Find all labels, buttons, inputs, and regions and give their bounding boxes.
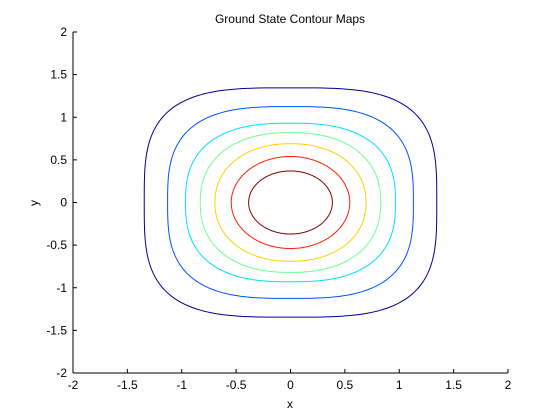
y-tick-label: -1 <box>56 281 67 295</box>
contour-line-4 <box>199 132 382 273</box>
contour-line-6 <box>230 155 351 250</box>
contour-line-7 <box>248 170 333 235</box>
y-tick-label: -0.5 <box>46 238 67 252</box>
x-tick-label: 0 <box>287 378 294 392</box>
y-tick-label: 0.5 <box>50 153 67 167</box>
contour-line-2 <box>167 106 414 299</box>
y-tick-label: -1.5 <box>46 323 67 337</box>
contour-line-1 <box>143 87 438 318</box>
y-tick-label: 0 <box>60 196 67 210</box>
x-tick-label: 1 <box>396 378 403 392</box>
contour-lines <box>143 87 438 318</box>
x-axis-label: x <box>287 397 293 411</box>
x-tick-label: 2 <box>505 378 512 392</box>
x-tick-label: 0.5 <box>337 378 354 392</box>
plot-background <box>73 32 508 373</box>
y-ticks: 2 1.5 1 0.5 0 -0.5 -1 -1.5 -2 <box>46 25 77 380</box>
y-tick-label: -2 <box>56 366 67 380</box>
x-tick-label: -1.5 <box>117 378 138 392</box>
chart-title: Ground State Contour Maps <box>215 12 365 26</box>
x-tick-label: 1.5 <box>445 378 462 392</box>
x-tick-label: -0.5 <box>226 378 247 392</box>
y-axis-label: y <box>27 200 41 206</box>
y-tick-label: 2 <box>60 25 67 39</box>
x-ticks: -2 -1.5 -1 -0.5 0 0.5 1 1.5 2 <box>68 369 512 392</box>
contour-line-3 <box>185 122 396 283</box>
contour-line-5 <box>214 143 367 262</box>
y-tick-label: 1 <box>60 110 67 124</box>
x-tick-label: -1 <box>176 378 187 392</box>
y-tick-label: 1.5 <box>50 68 67 82</box>
x-tick-label: -2 <box>68 378 79 392</box>
